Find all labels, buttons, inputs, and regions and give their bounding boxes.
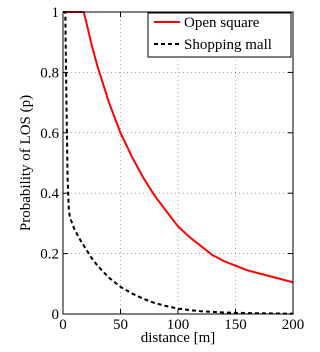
tick-labels: 0 50 100 150 200 0 0.2 0.4 0.6 0.8 1 <box>40 5 304 333</box>
x-axis-title: distance [m] <box>141 330 216 346</box>
series-line-shopping-mall <box>63 11 294 315</box>
y-tick-label: 0.6 <box>40 126 59 142</box>
series-line-open-square <box>63 11 294 284</box>
series-lines <box>63 11 294 315</box>
y-axis-title: Probability of LOS (p) <box>18 95 34 231</box>
y-tick-label: 1 <box>52 5 60 21</box>
legend: Open square Shopping mall <box>147 12 292 58</box>
y-tick-label: 0.4 <box>40 186 59 202</box>
y-tick-label: 0.2 <box>40 247 59 263</box>
legend-label-shopping-mall: Shopping mall <box>184 37 272 53</box>
y-tick-label: 0 <box>52 307 60 323</box>
x-tick-label: 100 <box>167 317 190 333</box>
x-tick-label: 150 <box>224 317 247 333</box>
legend-box <box>147 12 292 58</box>
x-tick-label: 200 <box>282 317 305 333</box>
x-tick-label: 0 <box>59 317 67 333</box>
legend-label-open-square: Open square <box>184 15 260 31</box>
y-tick-label: 0.8 <box>40 65 59 81</box>
x-tick-label: 50 <box>113 317 128 333</box>
